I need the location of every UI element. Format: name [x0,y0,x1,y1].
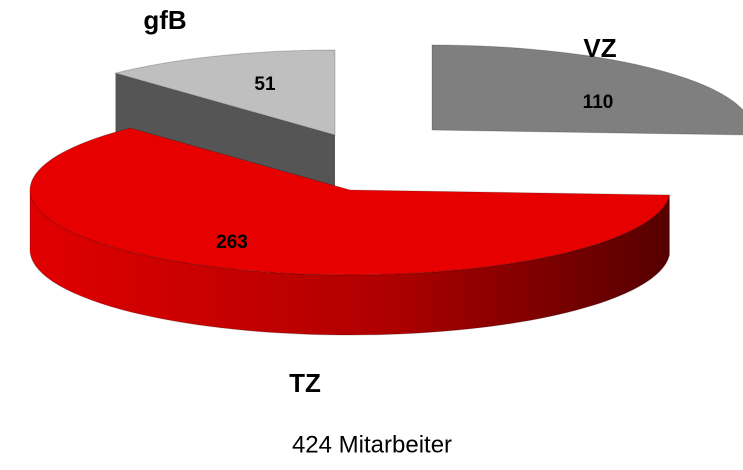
slice [431,44,743,136]
slice-side [115,73,335,195]
caption: 424 Mitarbeiter [292,431,452,458]
slice-label: gfB [143,5,186,35]
slice-label: VZ [583,33,616,63]
slice [113,49,336,136]
value-label: 110 [583,92,614,113]
value-label: 263 [216,232,248,253]
slice-label: TZ [289,368,321,398]
value-label: 51 [254,74,276,95]
slice [29,127,671,276]
